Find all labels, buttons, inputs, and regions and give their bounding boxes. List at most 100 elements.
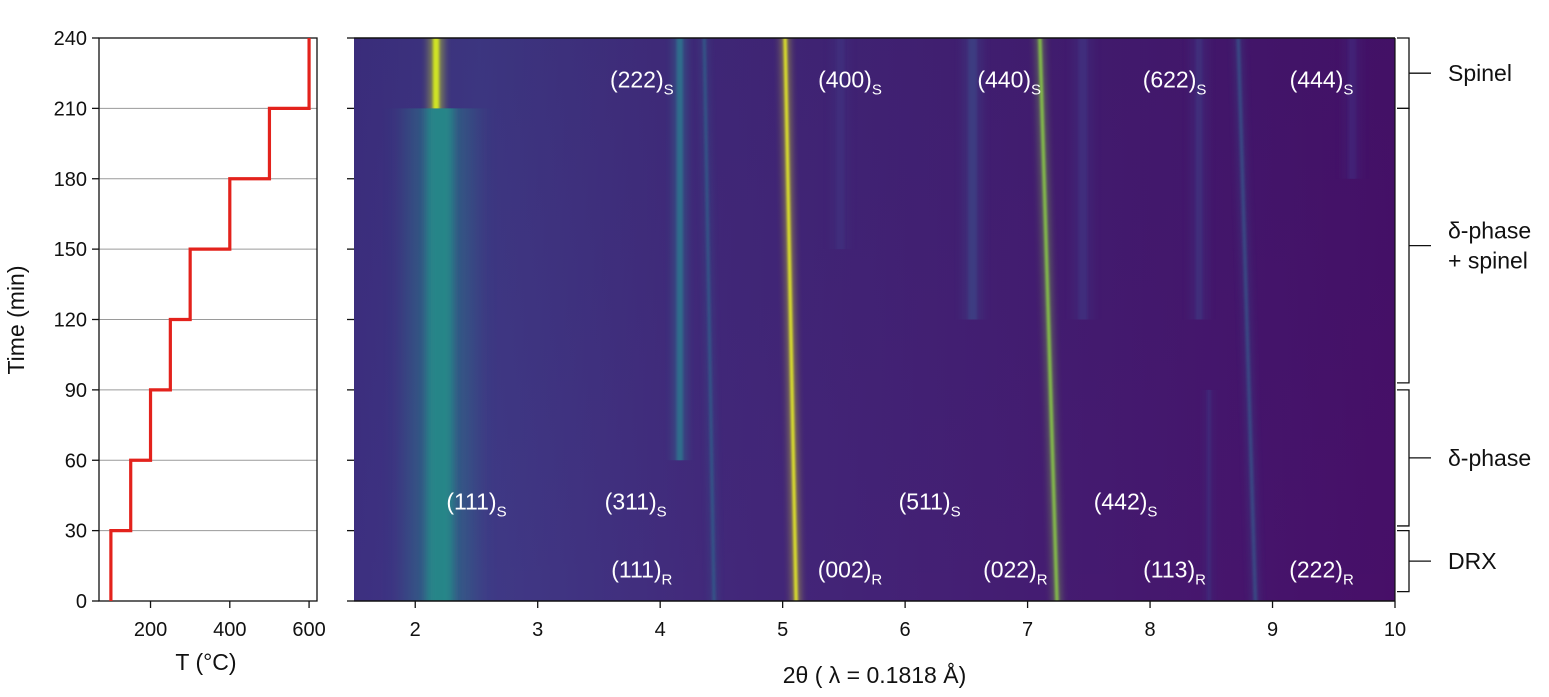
peak-core <box>676 38 683 461</box>
time-axis-ticks: 0 30 60 90 120 150 180 210 240 <box>54 28 99 613</box>
reflection-label: (444)S <box>1290 66 1354 98</box>
reflection-phase-subscript: R <box>662 572 673 589</box>
reflection-index: (442) <box>1094 489 1148 515</box>
reflection-index: (111) <box>611 557 661 583</box>
reflection-label: (311)S <box>605 489 667 521</box>
heatmap-time-ticks <box>347 37 354 602</box>
reflection-index: (440) <box>977 66 1031 92</box>
phase-label: δ-phase <box>1448 445 1531 471</box>
reflection-index: (113) <box>1143 557 1195 583</box>
peak-core <box>1078 38 1087 320</box>
reflection-labels: (222)S (400)S (440)S (622)S (444)S(111)S (311… <box>446 66 1354 588</box>
reflection-index: (622) <box>1143 66 1197 92</box>
time-tick-label: 180 <box>54 169 87 191</box>
time-tick-label: 210 <box>54 98 87 120</box>
time-tick-label: 150 <box>54 239 87 261</box>
phase-label: δ-phase <box>1448 218 1531 244</box>
reflection-phase-subscript: S <box>951 504 961 521</box>
reflection-label: (113)R <box>1143 557 1206 589</box>
reflection-label: (111)S <box>446 489 506 521</box>
reflection-phase-subscript: R <box>1343 572 1354 589</box>
reflection-index: (444) <box>1290 66 1344 92</box>
reflection-phase-subscript: S <box>872 81 882 98</box>
peak-core <box>783 38 798 601</box>
two-theta-tick-label: 6 <box>900 619 911 641</box>
reflection-phase-subscript: R <box>1037 572 1048 589</box>
reflection-phase-subscript: S <box>497 504 507 521</box>
time-axis-label: Time (min) <box>3 265 29 374</box>
peak-core <box>968 38 977 320</box>
phase-label: Spinel <box>1448 60 1512 86</box>
two-theta-tick-label: 2 <box>410 619 421 641</box>
two-theta-axis-label-text: 2θ ( λ = 0.1818 Å) <box>783 661 966 688</box>
peak-core <box>432 38 440 109</box>
reflection-index: (022) <box>983 557 1037 583</box>
time-tick-label: 0 <box>76 591 87 613</box>
two-theta-axis-ticks: 2 3 4 5 6 7 8 9 10 <box>410 601 1406 641</box>
peak-core <box>703 38 716 601</box>
reflection-label: (111)R <box>611 557 672 589</box>
temperature-tick-label: 400 <box>213 619 246 641</box>
temperature-axis-label: T (°C) <box>175 649 236 675</box>
temperature-tick-label: 600 <box>292 619 325 641</box>
two-theta-tick-label: 4 <box>655 619 666 641</box>
phase-region-brackets: Spinel δ-phase + spinel δ-phase DRX <box>1397 37 1531 593</box>
two-theta-tick-label: 10 <box>1384 619 1406 641</box>
phase-bracket <box>1397 389 1410 527</box>
reflection-index: (222) <box>1289 557 1343 583</box>
reflection-label: (222)R <box>1289 557 1354 589</box>
xrd-heatmap-panel: 2 3 4 5 6 7 8 9 10 (222)S (400)S (440)S (622)S (444)… <box>347 37 1531 688</box>
reflection-index: (002) <box>818 557 872 583</box>
temperature-axis-ticks: 200 400 600 <box>134 601 326 641</box>
reflection-label: (440)S <box>977 66 1041 98</box>
reflection-phase-subscript: R <box>1195 572 1206 589</box>
peak-core <box>1038 38 1059 601</box>
temperature-panel: 0 30 60 90 120 150 180 210 240 200 400 600 Time (m… <box>3 28 326 675</box>
reflection-label: (400)S <box>818 66 882 98</box>
time-tick-label: 60 <box>65 450 87 472</box>
peak-core <box>836 38 844 250</box>
temperature-tick-label: 200 <box>134 619 167 641</box>
reflection-label: (222)S <box>610 66 674 98</box>
temperature-profile-line <box>109 38 311 601</box>
reflection-index: (511) <box>899 489 951 515</box>
reflection-index: (311) <box>605 489 657 515</box>
phase-bracket <box>1397 37 1410 110</box>
time-tick-label: 30 <box>65 521 87 543</box>
reflection-phase-subscript: S <box>1147 504 1157 521</box>
two-theta-tick-label: 7 <box>1022 619 1033 641</box>
reflection-phase-subscript: R <box>871 572 882 589</box>
two-theta-tick-label: 3 <box>532 619 543 641</box>
time-tick-label: 90 <box>65 380 87 402</box>
reflection-label: (511)S <box>899 489 961 521</box>
phase-label: DRX <box>1448 548 1497 574</box>
two-theta-axis-label: 2θ ( λ = 0.1818 Å) <box>783 661 966 688</box>
reflection-index: (222) <box>610 66 664 92</box>
peak-core <box>426 108 454 601</box>
peak-core <box>1195 38 1203 320</box>
peak-core <box>1236 38 1257 601</box>
two-theta-tick-label: 8 <box>1144 619 1155 641</box>
phase-bracket <box>1397 107 1410 384</box>
heatmap-shade <box>354 38 1395 601</box>
two-theta-tick-label: 9 <box>1267 619 1278 641</box>
time-tick-label: 120 <box>54 310 87 332</box>
reflection-label: (442)S <box>1094 489 1158 521</box>
reflection-label: (022)R <box>983 557 1048 589</box>
peak-core <box>1348 38 1356 179</box>
reflection-index: (400) <box>818 66 872 92</box>
phase-bracket <box>1397 529 1410 593</box>
two-theta-tick-label: 5 <box>777 619 788 641</box>
reflection-phase-subscript: S <box>657 504 667 521</box>
reflection-label: (002)R <box>818 557 883 589</box>
phase-label: + spinel <box>1448 248 1528 274</box>
reflection-label: (622)S <box>1143 66 1207 98</box>
reflection-phase-subscript: S <box>1031 81 1041 98</box>
peak-core <box>1207 389 1211 601</box>
reflection-index: (111) <box>446 489 496 515</box>
time-tick-label: 240 <box>54 28 87 50</box>
reflection-phase-subscript: S <box>1196 81 1206 98</box>
reflection-phase-subscript: S <box>1343 81 1353 98</box>
